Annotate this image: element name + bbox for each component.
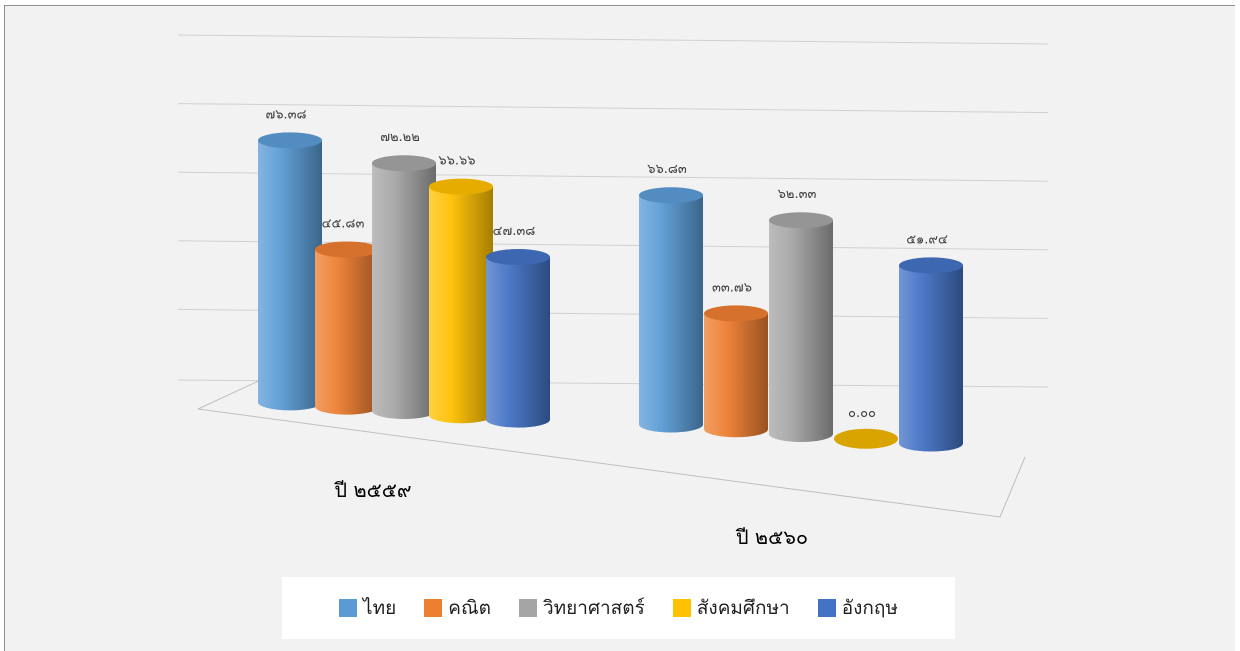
- floor-edge: [197, 377, 1026, 518]
- legend-item: คณิต: [424, 593, 491, 623]
- chart-area: [5, 6, 1235, 651]
- legend-swatch: [339, 599, 358, 617]
- legend-label: คณิต: [448, 597, 491, 619]
- bar: [704, 313, 768, 438]
- gridline: [177, 240, 1049, 251]
- legend: ไทย คณิต วิทยาศาสตร์ สังคมศึกษา อังกฤษ: [282, 577, 955, 639]
- bar-top: [429, 178, 493, 195]
- gridline: [177, 103, 1049, 114]
- bar: [639, 195, 703, 433]
- data-label: ๔๗.๓๘: [493, 224, 536, 239]
- legend-swatch: [672, 599, 691, 617]
- bar: [372, 163, 436, 419]
- bar: [769, 220, 833, 442]
- bar: [429, 186, 493, 424]
- data-label: ๐.๐๐: [848, 406, 876, 421]
- legend-swatch: [424, 599, 443, 617]
- legend-item: สังคมศึกษา: [672, 593, 790, 623]
- chart-floor: [197, 377, 1026, 518]
- category-label: ปี ๒๕๖๐: [736, 525, 809, 549]
- legend-item: วิทยาศาสตร์: [518, 593, 645, 623]
- data-label: ๗๖.๓๘: [265, 107, 306, 122]
- gridline: [177, 171, 1049, 182]
- data-label: ๔๕.๘๓: [322, 216, 365, 231]
- legend-label: วิทยาศาสตร์: [542, 597, 645, 619]
- bar-top: [372, 155, 436, 172]
- legend-label: อังกฤษ: [841, 597, 898, 619]
- bar-top: [315, 241, 379, 258]
- legend-item: ไทย: [339, 593, 396, 623]
- bar-top: [899, 257, 963, 274]
- bar: [899, 265, 963, 452]
- category-label: ปี ๒๕๕๙: [334, 478, 411, 502]
- data-label: ๖๖.๘๓: [647, 162, 687, 177]
- bar-top: [486, 249, 550, 266]
- bar: [315, 249, 379, 415]
- gridline: [177, 34, 1049, 45]
- legend-label: ไทย: [363, 597, 397, 619]
- data-label: ๗๒.๒๒: [380, 130, 420, 145]
- bar-top: [769, 212, 833, 229]
- legend-swatch: [817, 599, 836, 617]
- data-label: ๖๖.๖๖: [438, 154, 475, 169]
- data-label: ๕๑.๙๔: [906, 232, 948, 247]
- bar: [486, 257, 550, 428]
- bar-top: [704, 305, 768, 322]
- data-label: ๓๓.๗๖: [712, 280, 752, 295]
- bar-base: [834, 428, 898, 449]
- legend-item: อังกฤษ: [817, 593, 898, 623]
- bar-top: [258, 132, 322, 149]
- legend-swatch: [518, 599, 537, 617]
- legend-label: สังคมศึกษา: [696, 597, 790, 619]
- data-label: ๖๒.๓๓: [778, 187, 817, 202]
- bar: [258, 140, 322, 411]
- bars: [258, 132, 963, 452]
- bar-top: [639, 187, 703, 204]
